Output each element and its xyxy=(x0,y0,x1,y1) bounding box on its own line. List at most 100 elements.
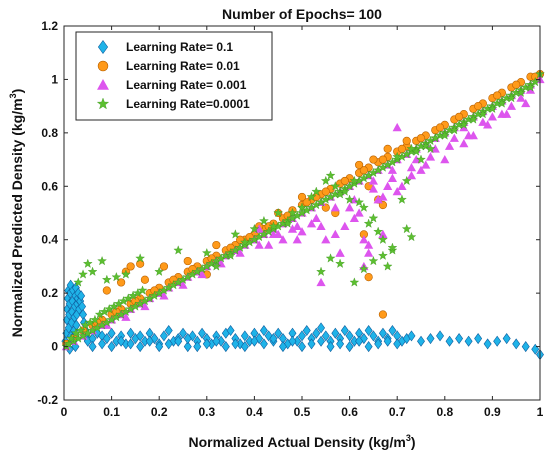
data-point-circle xyxy=(102,286,111,295)
data-point-triangle xyxy=(506,101,517,110)
data-point-triangle xyxy=(349,213,359,223)
data-point-star xyxy=(311,186,322,196)
data-point-diamond xyxy=(426,333,435,345)
data-point-triangle xyxy=(235,248,245,257)
data-point-triangle xyxy=(430,144,440,153)
data-point-star xyxy=(121,269,131,279)
data-point-diamond xyxy=(174,335,183,347)
data-point-circle xyxy=(126,262,135,271)
data-point-diamond xyxy=(436,330,445,342)
data-point-star xyxy=(321,175,331,186)
data-point-diamond xyxy=(102,333,111,345)
data-point-star xyxy=(411,146,422,156)
y-axis-ticks: -0.2 0 0.2 0.4 0.6 0.8 1 1.2 xyxy=(37,19,540,407)
data-point-diamond xyxy=(493,335,502,347)
data-point-star xyxy=(440,130,450,140)
data-point-diamond xyxy=(164,338,173,350)
data-point-diamond xyxy=(259,325,268,337)
data-point-circle xyxy=(378,310,388,319)
series-star-points xyxy=(61,69,545,351)
data-point-circle xyxy=(212,240,221,250)
data-point-diamond xyxy=(512,338,521,350)
y-tick-label: 0.6 xyxy=(41,179,58,193)
data-point-star xyxy=(325,253,336,263)
data-point-triangle xyxy=(373,195,383,204)
data-point-diamond xyxy=(278,341,287,353)
legend-marker-triangle xyxy=(97,79,109,90)
data-point-triangle xyxy=(425,152,436,161)
data-point-diamond xyxy=(126,327,135,339)
data-point-circle xyxy=(340,176,349,186)
data-point-triangle xyxy=(378,229,388,239)
data-point-triangle xyxy=(140,301,150,311)
data-point-triangle xyxy=(392,122,402,132)
data-point-diamond xyxy=(188,330,197,342)
y-tick-label: 0.8 xyxy=(41,126,58,140)
data-point-diamond xyxy=(288,335,297,347)
data-point-circle xyxy=(183,256,192,266)
data-point-triangle xyxy=(487,112,497,121)
data-point-diamond xyxy=(326,341,335,353)
data-point-circle xyxy=(140,275,150,284)
data-point-diamond xyxy=(345,330,354,342)
legend-label: Learning Rate= 0.1 xyxy=(126,40,233,54)
data-point-triangle xyxy=(406,162,417,172)
data-point-triangle xyxy=(483,120,493,129)
data-point-star xyxy=(406,232,417,242)
data-point-triangle xyxy=(268,229,279,239)
data-point-diamond xyxy=(388,325,397,337)
data-point-star xyxy=(373,226,383,236)
data-point-diamond xyxy=(212,335,221,347)
data-point-diamond xyxy=(107,327,116,339)
data-point-diamond xyxy=(364,341,373,353)
data-point-triangle xyxy=(364,248,374,257)
data-point-triangle xyxy=(478,117,488,126)
data-point-star xyxy=(382,261,393,271)
legend-entry: Learning Rate= 0.01 xyxy=(97,59,240,73)
data-point-star xyxy=(66,333,76,343)
y-axis-label-tail: ) xyxy=(9,89,25,94)
data-point-triangle xyxy=(416,165,426,174)
data-point-triangle xyxy=(159,291,169,300)
data-point-diamond xyxy=(298,341,306,353)
data-point-star xyxy=(282,218,293,228)
data-point-triangle xyxy=(421,160,431,169)
data-point-star xyxy=(368,256,379,266)
data-point-triangle xyxy=(521,98,531,108)
data-point-diamond xyxy=(464,335,473,347)
x-axis-ticks: 0 0.1 0.2 0.3 0.4 0.5 0.6 0.7 0.8 0.9 1 xyxy=(61,26,544,419)
data-point-triangle xyxy=(292,221,302,231)
x-tick-label: 0.3 xyxy=(198,405,215,419)
data-point-triangle xyxy=(459,122,469,132)
data-point-circle xyxy=(383,144,392,153)
legend-label: Learning Rate= 0.01 xyxy=(126,59,240,73)
y-tick-label: 0 xyxy=(51,340,58,354)
data-point-triangle xyxy=(306,219,317,228)
data-point-star xyxy=(287,207,298,218)
data-point-star xyxy=(240,237,250,247)
data-point-star xyxy=(344,194,355,204)
data-point-star xyxy=(78,269,88,279)
data-point-star xyxy=(459,119,469,129)
data-point-triangle xyxy=(459,138,469,148)
data-point-triangle xyxy=(444,141,455,150)
data-point-diamond xyxy=(336,338,345,350)
data-point-star xyxy=(297,202,307,212)
x-tick-label: 0.9 xyxy=(484,405,501,419)
data-point-triangle xyxy=(335,248,345,257)
data-point-star xyxy=(83,258,93,268)
data-point-diamond xyxy=(164,325,173,337)
data-point-diamond xyxy=(369,330,378,342)
data-point-diamond xyxy=(521,341,530,353)
x-tick-label: 0.5 xyxy=(294,405,311,419)
data-point-diamond xyxy=(88,341,97,353)
data-point-diamond xyxy=(417,335,425,347)
x-axis-label: Normalized Actual Density (kg/m3) xyxy=(189,433,416,450)
data-point-triangle xyxy=(316,277,326,287)
x-axis-label-tail: ) xyxy=(411,434,416,450)
data-point-star xyxy=(468,114,479,124)
data-point-diamond xyxy=(445,335,454,347)
data-point-diamond xyxy=(393,338,402,350)
data-point-triangle xyxy=(316,221,326,231)
